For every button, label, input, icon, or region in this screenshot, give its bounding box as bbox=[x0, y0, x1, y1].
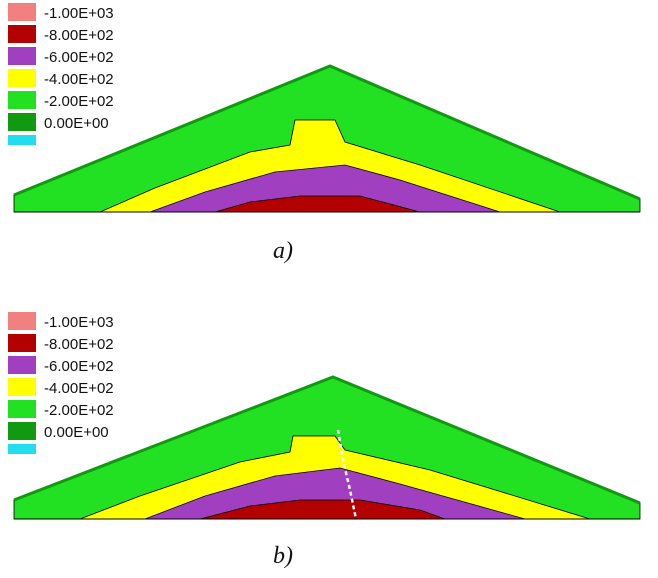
legend-label: -6.00E+02 bbox=[44, 49, 114, 66]
legend-swatch bbox=[8, 356, 36, 374]
legend-swatch bbox=[8, 334, 36, 352]
caption-a: a) bbox=[273, 238, 293, 264]
legend-swatch bbox=[8, 113, 36, 131]
surface-fringe-b bbox=[13, 375, 641, 505]
legend-label: -8.00E+02 bbox=[44, 336, 114, 353]
dam-contour-plot-b bbox=[13, 375, 641, 520]
caption-b: b) bbox=[273, 543, 293, 569]
legend-swatch bbox=[8, 91, 36, 109]
legend-label: -2.00E+02 bbox=[44, 93, 114, 110]
legend-swatch bbox=[8, 378, 36, 396]
legend-swatch bbox=[8, 422, 36, 440]
legend-swatch bbox=[8, 312, 36, 330]
legend-label: -1.00E+03 bbox=[44, 314, 114, 331]
legend-swatch bbox=[8, 25, 36, 43]
legend-swatch bbox=[8, 3, 36, 21]
legend-label: -2.00E+02 bbox=[44, 402, 114, 419]
dam-contour-plot-a bbox=[13, 64, 641, 213]
panel-a: -1.00E+03 -8.00E+02 -6.00E+02 -4.00E+02 … bbox=[8, 3, 641, 264]
panel-b: -1.00E+03 -8.00E+02 -6.00E+02 -4.00E+02 … bbox=[0, 300, 658, 578]
legend-label: -6.00E+02 bbox=[44, 358, 114, 375]
legend-label: 0.00E+00 bbox=[44, 115, 109, 132]
legend-swatch bbox=[8, 444, 36, 454]
legend-swatch bbox=[8, 47, 36, 65]
legend-label: -1.00E+03 bbox=[44, 5, 114, 22]
legend-swatch bbox=[8, 69, 36, 87]
surface-fringe-a bbox=[13, 64, 641, 201]
legend-label: -4.00E+02 bbox=[44, 380, 114, 397]
legend-label: 0.00E+00 bbox=[44, 424, 109, 441]
legend-label: -8.00E+02 bbox=[44, 27, 114, 44]
legend-swatch bbox=[8, 400, 36, 418]
legend-label: -4.00E+02 bbox=[44, 71, 114, 88]
crack-line-b bbox=[336, 429, 358, 520]
legend-swatch bbox=[8, 135, 36, 145]
